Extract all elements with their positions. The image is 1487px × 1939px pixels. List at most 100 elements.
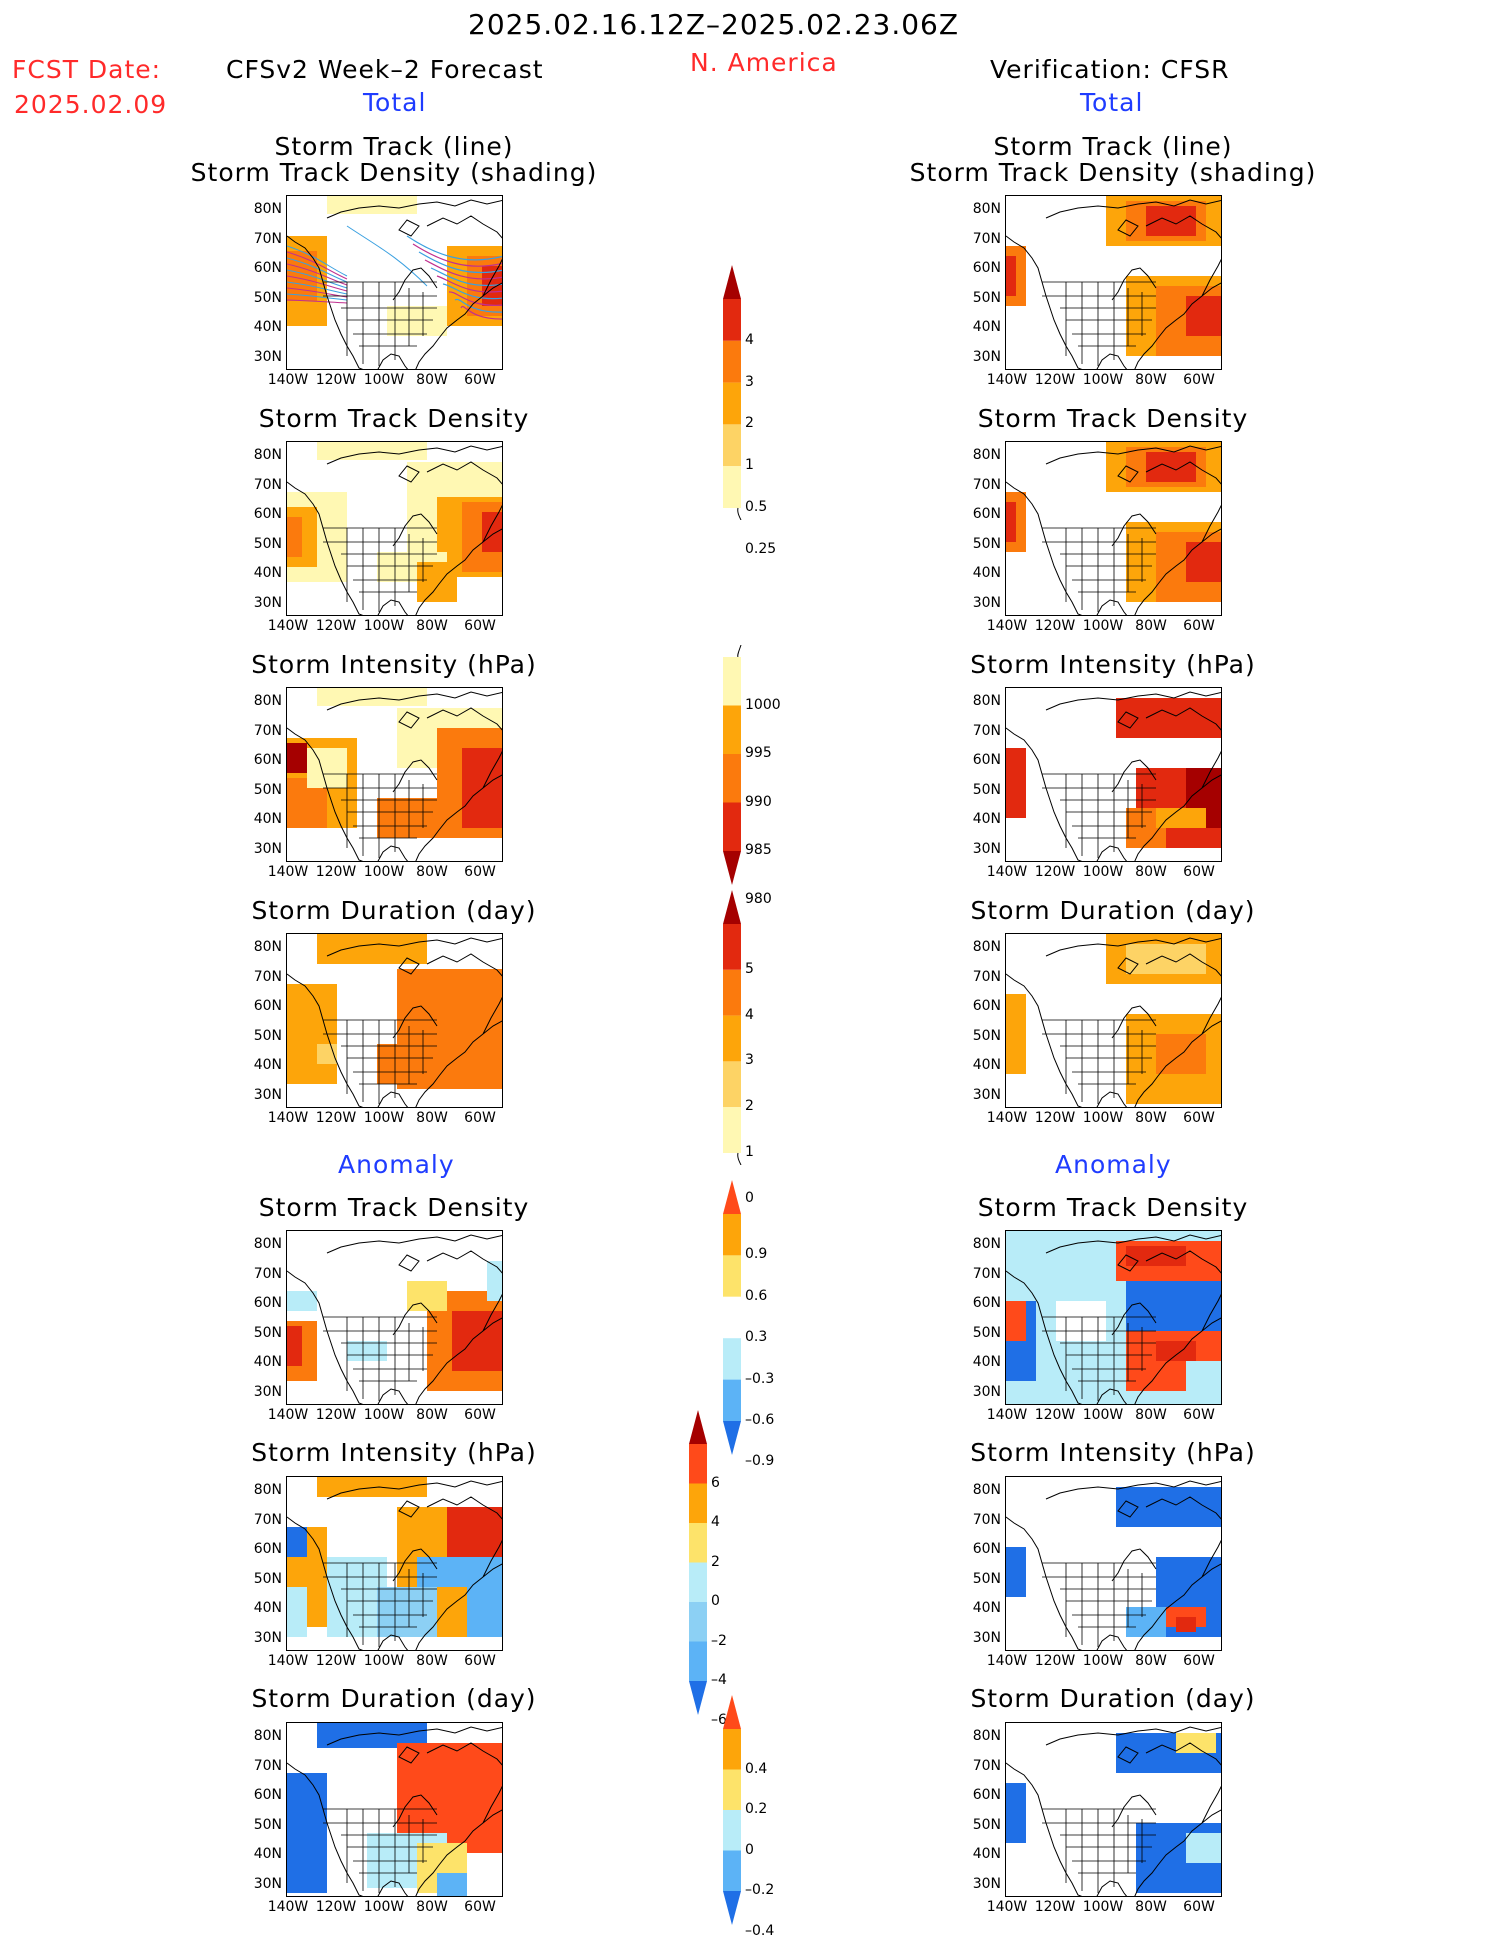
lat-tick-label: 80N — [972, 1482, 1001, 1498]
lon-tick-label: 80W — [416, 1407, 448, 1423]
lon-tick-label: 60W — [464, 1899, 496, 1915]
lat-tick-label: 80N — [253, 1728, 282, 1744]
lon-tick-label: 140W — [986, 1899, 1028, 1915]
lon-tick-label: 60W — [464, 864, 496, 880]
lon-tick-label: 120W — [315, 864, 357, 880]
lon-tick-label: 120W — [1034, 1899, 1076, 1915]
left-track-density-shading-title: Storm Track Density (shading) — [190, 158, 598, 187]
lon-tick-label: 60W — [1183, 1899, 1215, 1915]
lat-tick-label: 70N — [253, 968, 282, 985]
lat-tick-label: 60N — [972, 998, 1001, 1014]
lat-tick-label: 60N — [253, 506, 282, 522]
lon-tick-label: 140W — [267, 1110, 309, 1126]
left-anomaly-label: Anomaly — [338, 1150, 455, 1179]
right-total-label: Total — [1080, 88, 1144, 117]
lat-tick-label: 40N — [253, 1846, 282, 1862]
lon-tick-label: 140W — [267, 372, 309, 388]
lon-tick-label: 120W — [1034, 1407, 1076, 1423]
lat-tick-label: 70N — [253, 722, 282, 739]
lon-tick-label: 80W — [1135, 1653, 1167, 1669]
lon-tick-label: 100W — [1082, 618, 1124, 634]
lon-tick-label: 60W — [464, 1110, 496, 1126]
lat-tick-label: 80N — [972, 1236, 1001, 1252]
left-track-line-title: Storm Track (line) — [274, 132, 514, 161]
lon-tick-label: 120W — [315, 1110, 357, 1126]
lat-tick-label: 40N — [253, 319, 282, 335]
intensity-anom-colorbar — [689, 1410, 719, 1719]
lon-tick-label: 80W — [416, 1110, 448, 1126]
lon-tick-label: 120W — [315, 1653, 357, 1669]
lat-tick-label: 30N — [972, 594, 1001, 611]
lat-tick-label: 30N — [972, 348, 1001, 365]
lon-tick-label: 120W — [1034, 1110, 1076, 1126]
colorbar-tick-label: 2 — [711, 1553, 720, 1570]
colorbar-tick-label: 3 — [745, 373, 754, 390]
lat-tick-label: 80N — [972, 201, 1001, 217]
lat-tick-label: 60N — [253, 260, 282, 276]
lat-tick-label: 70N — [972, 722, 1001, 739]
lon-tick-label: 140W — [986, 1407, 1028, 1423]
right-anom-density-map — [1005, 1230, 1222, 1405]
lon-tick-label: 80W — [1135, 372, 1167, 388]
lat-tick-label: 80N — [253, 1236, 282, 1252]
lat-tick-label: 80N — [972, 1728, 1001, 1744]
lat-tick-label: 30N — [972, 840, 1001, 857]
lon-tick-label: 100W — [363, 1407, 405, 1423]
lon-tick-label: 100W — [1082, 1653, 1124, 1669]
right-anom-duration-map — [1005, 1722, 1222, 1897]
left-duration-title: Storm Duration (day) — [251, 896, 537, 925]
right-track-density-shading-title: Storm Track Density (shading) — [909, 158, 1317, 187]
right-track-line-title: Storm Track (line) — [993, 132, 1233, 161]
lon-tick-label: 80W — [416, 372, 448, 388]
lon-tick-label: 140W — [986, 1653, 1028, 1669]
left-anom-intensity-title: Storm Intensity (hPa) — [251, 1438, 537, 1467]
duration-total-colorbar — [723, 890, 753, 1169]
lat-tick-label: 40N — [253, 811, 282, 827]
colorbar-tick-label: –0.9 — [745, 1453, 775, 1470]
lat-tick-label: 70N — [972, 968, 1001, 985]
lon-tick-label: 120W — [315, 618, 357, 634]
lon-tick-label: 100W — [1082, 1110, 1124, 1126]
colorbar-tick-label: 0.4 — [745, 1760, 768, 1777]
lon-tick-label: 60W — [1183, 1407, 1215, 1423]
lat-tick-label: 80N — [972, 939, 1001, 955]
lon-tick-label: 140W — [986, 1110, 1028, 1126]
lon-tick-label: 60W — [1183, 1653, 1215, 1669]
lon-tick-label: 120W — [315, 1407, 357, 1423]
lon-tick-label: 80W — [1135, 864, 1167, 880]
lat-tick-label: 60N — [972, 260, 1001, 276]
lat-tick-label: 60N — [253, 998, 282, 1014]
lon-tick-label: 120W — [315, 1899, 357, 1915]
colorbar-tick-label: 3 — [745, 1052, 754, 1069]
left-anom-density-title: Storm Track Density — [258, 1193, 530, 1222]
lon-tick-label: 100W — [363, 1899, 405, 1915]
colorbar-tick-label: –0.6 — [745, 1412, 775, 1428]
lat-tick-label: 60N — [972, 752, 1001, 768]
left-anom-intensity-map — [286, 1476, 503, 1651]
colorbar-tick-label: 2 — [745, 415, 754, 432]
colorbar-tick-label: 6 — [711, 1474, 720, 1491]
colorbar-tick-label: 0.3 — [745, 1329, 768, 1346]
lon-tick-label: 60W — [464, 1653, 496, 1669]
lat-tick-label: 70N — [253, 1265, 282, 1282]
colorbar-tick-label: –2 — [711, 1632, 727, 1649]
lon-tick-label: 80W — [1135, 1110, 1167, 1126]
lon-tick-label: 60W — [464, 618, 496, 634]
lat-tick-label: 50N — [972, 535, 1001, 552]
lat-tick-label: 50N — [972, 1816, 1001, 1833]
lon-tick-label: 80W — [416, 618, 448, 634]
lat-tick-label: 50N — [253, 1570, 282, 1587]
left-column-title: CFSv2 Week–2 Forecast — [226, 55, 544, 84]
lon-tick-label: 80W — [1135, 1407, 1167, 1423]
colorbar-tick-label: 0 — [711, 1593, 720, 1609]
lat-tick-label: 50N — [972, 781, 1001, 798]
lon-tick-label: 140W — [986, 864, 1028, 880]
colorbar-tick-label: 0.5 — [745, 499, 768, 515]
lat-tick-label: 50N — [253, 1324, 282, 1341]
colorbar-tick-label: –0.3 — [745, 1370, 775, 1387]
colorbar-tick-label: 990 — [745, 793, 772, 810]
lat-tick-label: 30N — [253, 1383, 282, 1400]
fcst-date-value: 2025.02.09 — [14, 90, 168, 119]
right-anom-duration-title: Storm Duration (day) — [970, 1684, 1256, 1713]
lat-tick-label: 80N — [253, 201, 282, 217]
